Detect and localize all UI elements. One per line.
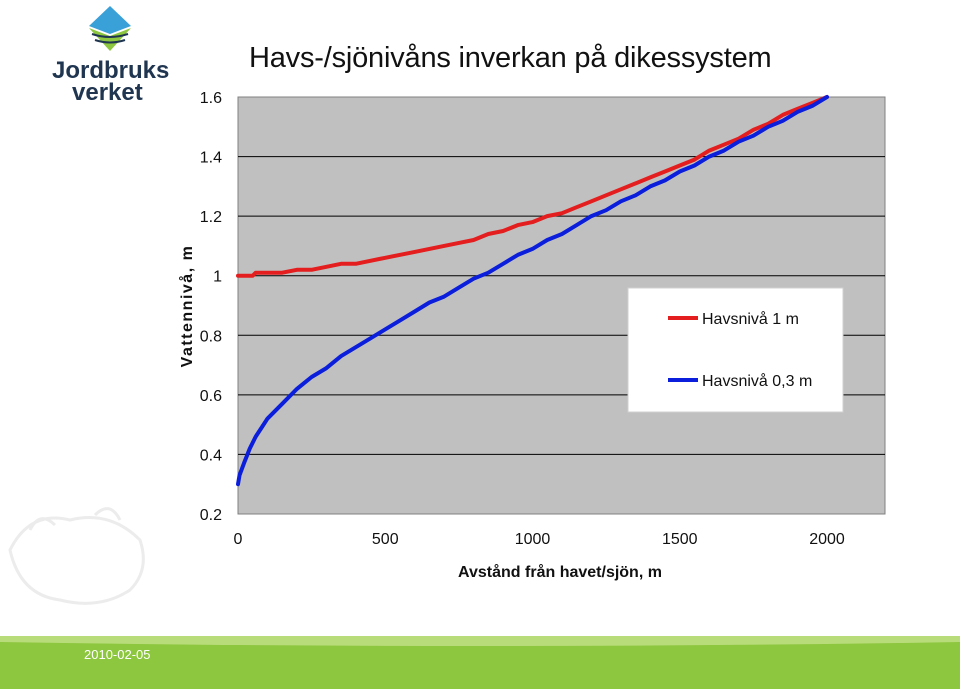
legend: Havsnivå 1 m Havsnivå 0,3 m — [627, 287, 844, 413]
x-tick-label-4: 2000 — [809, 531, 845, 548]
legend-box — [627, 287, 844, 413]
slide-title: Havs-/sjönivåns inverkan på dikessystem — [249, 42, 772, 74]
logo-text-top: Jordbruks — [52, 57, 169, 84]
footer-band — [0, 636, 960, 689]
y-tick-label-6: 1.4 — [200, 150, 222, 167]
series-line-2 — [236, 95, 829, 487]
decorative-animals-image — [8, 507, 145, 605]
logo-diamond-green — [89, 28, 131, 51]
x-tick-label-0: 0 — [234, 531, 243, 548]
y-tick-label-2: 0.6 — [200, 388, 222, 405]
logo-diamond-blue — [89, 6, 131, 34]
y-tick-label-1: 0.4 — [200, 447, 222, 464]
logo-graphic: Jordbruks verket — [52, 6, 169, 106]
jordbruksverket-logo: Jordbruks verket — [48, 4, 178, 106]
logo-text-bottom: verket — [72, 79, 143, 104]
x-tick-label-2: 1000 — [515, 531, 551, 548]
x-tick-label-3: 1500 — [662, 531, 698, 548]
y-tick-label-7: 1.6 — [200, 90, 222, 107]
y-tick-label-5: 1.2 — [200, 209, 222, 226]
y-tick-label-0: 0.2 — [200, 507, 222, 524]
x-axis-title: Avstånd från havet/sjön, m — [458, 563, 662, 581]
series-line-1 — [236, 95, 829, 278]
y-axis-ticks: 0.2 0.4 0.6 0.8 1 1.2 1.4 1.6 — [200, 90, 222, 524]
legend-label-series-1: Havsnivå 1 m — [702, 310, 799, 328]
y-tick-label-3: 0.8 — [200, 328, 222, 345]
y-tick-label-4: 1 — [213, 269, 222, 286]
line-chart: 0.20.40.60.811.21.41.6 0 500 1000 1500 2000 … — [178, 90, 886, 581]
y-axis-title: Vattennivå, m — [178, 245, 196, 368]
x-axis-ticks: 0 500 1000 1500 2000 — [234, 531, 845, 548]
legend-label-series-2: Havsnivå 0,3 m — [702, 372, 812, 390]
footer-date: 2010-02-05 — [84, 647, 151, 662]
x-tick-label-1: 500 — [372, 531, 399, 548]
series-lines — [236, 95, 829, 487]
